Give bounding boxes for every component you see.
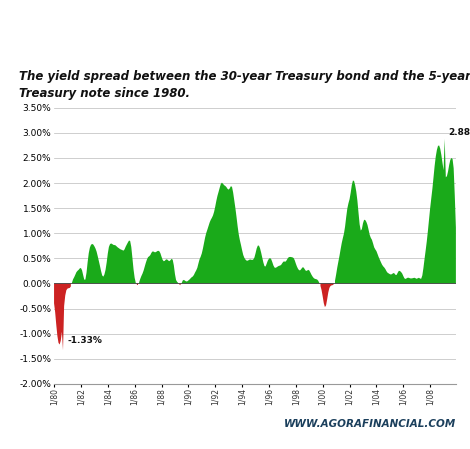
Text: WWW.AGORAFINANCIAL.COM: WWW.AGORAFINANCIAL.COM bbox=[284, 419, 456, 429]
Text: The yield spread between the 30-year Treasury bond and the 5-year
Treasury note : The yield spread between the 30-year Tre… bbox=[19, 70, 470, 100]
Text: The Bond Market Rebels: The Bond Market Rebels bbox=[12, 21, 437, 52]
Text: 2.88%: 2.88% bbox=[448, 128, 470, 137]
Text: -1.33%: -1.33% bbox=[68, 336, 102, 345]
